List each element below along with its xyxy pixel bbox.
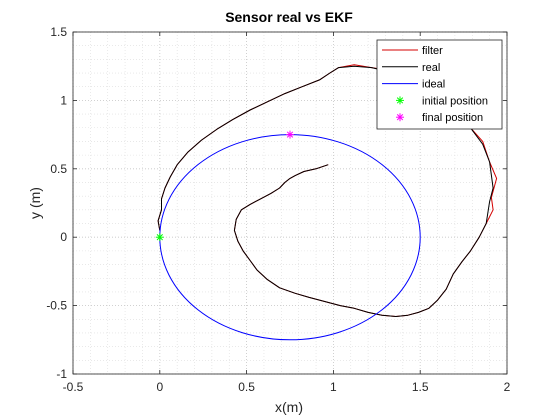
legend-label-initial-position: initial position [422,95,488,107]
star-stroke [396,114,404,121]
y-tick-label: 0.5 [50,162,67,176]
axes-box [72,31,508,375]
y-tick-label: 1.5 [50,25,67,39]
legend-label-real: real [422,62,440,74]
axis-ticks: -0.5 0 0.5 1 1.5 2-1-0.500.511.5 [46,25,510,394]
y-tick-label: 1 [60,93,67,107]
legend-swatch-initial-position [396,96,404,105]
star-stroke [286,131,294,138]
legend-box [376,39,503,130]
legend: filter real ideal initial position final pos… [376,39,503,130]
series-initial-position-marker [155,233,164,242]
legend-entry-final-position: final position [396,112,483,124]
y-tick-label: 0 [60,230,67,244]
y-tick-label: -0.5 [46,299,67,313]
x-tick-label: 1.5 [412,380,429,394]
legend-entry-ideal: ideal [382,79,445,91]
legend-label-filter: filter [422,45,443,57]
x-tick-label: -0.5 [63,380,84,394]
legend-entry-initial-position: initial position [396,95,488,107]
y-tick-label: -1 [56,367,67,381]
series-layer [155,64,498,341]
series-final-position-marker [286,130,294,139]
y-axis-label: y (m) [27,187,43,219]
legend-entry-real: real [382,62,440,74]
series-real-line [157,65,494,317]
star-stroke [156,234,163,241]
x-tick-label: 0 [156,380,163,394]
x-tick-label: 2 [504,380,511,394]
star-stroke [396,97,404,104]
chart-title: Sensor real vs EKF [225,9,353,25]
x-axis-label: x(m) [275,399,303,415]
legend-swatch-final-position [396,113,404,122]
legend-entry-filter: filter [382,45,443,57]
legend-label-ideal: ideal [422,79,445,91]
legend-label-final-position: final position [422,112,483,124]
x-tick-label: 0.5 [238,380,255,394]
x-tick-label: 1 [330,380,337,394]
